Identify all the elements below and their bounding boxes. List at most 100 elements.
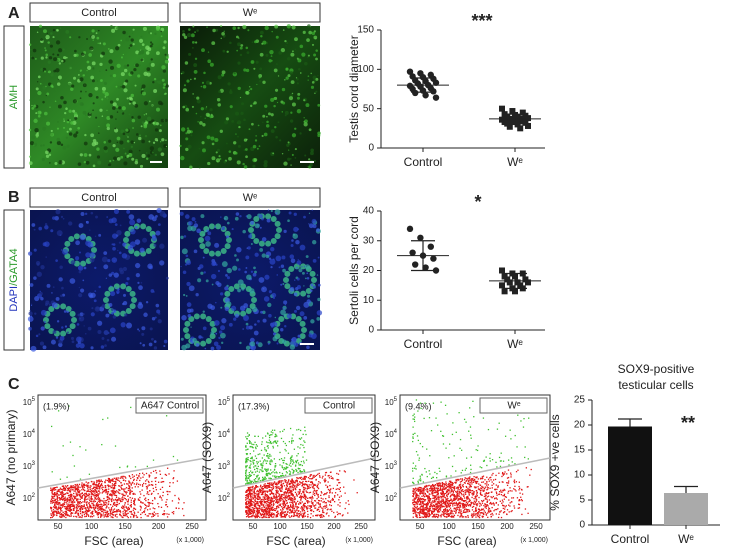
texture-dot [108,140,111,143]
flow-y-tick: 105 [23,397,36,408]
event-dot [320,517,321,518]
event-dot [295,515,296,516]
texture-dot [211,156,215,160]
event-dot [293,495,294,496]
event-dot [80,501,81,502]
texture-dot [282,283,284,285]
event-dot [94,493,95,494]
event-dot [97,502,98,503]
texture-dot [243,68,246,71]
texture-dot [151,338,154,341]
texture-dot [245,255,249,259]
event-dot [98,512,99,513]
event-dot [268,457,269,458]
event-dot [265,505,266,506]
event-dot [315,476,316,477]
event-dot [276,472,277,473]
event-dot [298,453,299,454]
event-dot [51,508,52,509]
texture-dot [33,49,37,53]
event-dot [64,488,65,489]
flow-y-tick: 102 [218,493,231,504]
texture-dot [66,145,69,148]
event-dot [328,515,329,516]
texture-dot [243,118,246,121]
event-dot [271,460,272,461]
event-dot [156,472,157,473]
event-dot [310,513,311,514]
event-dot [71,487,72,488]
texture-dot [307,24,311,28]
texture-dot [42,84,43,85]
texture-dot [96,37,99,40]
texture-dot [141,140,145,144]
event-dot [127,513,128,514]
event-dot [91,496,92,497]
texture-dot [246,91,250,95]
event-dot [132,474,133,475]
event-dot [149,490,150,491]
texture-dot [130,140,133,143]
texture-dot [280,310,286,316]
event-dot [120,478,121,479]
texture-dot [304,62,308,66]
texture-dot [44,321,46,323]
event-dot [88,496,89,497]
event-dot [328,489,329,490]
texture-dot [57,128,59,130]
event-dot [304,478,305,479]
event-dot [277,486,278,487]
event-dot [89,491,90,492]
event-dot [252,510,253,511]
texture-dot [318,284,321,287]
texture-dot [142,344,145,347]
event-dot [269,512,270,513]
event-dot [67,505,68,506]
event-dot [122,511,123,512]
event-dot [152,503,153,504]
event-dot [284,492,285,493]
event-dot [255,455,256,456]
event-dot [322,476,323,477]
event-dot [296,462,297,463]
event-dot [174,495,175,496]
event-dot [63,488,64,489]
texture-dot [73,54,76,57]
texture-dot [54,162,57,165]
texture-dot [275,221,281,227]
event-dot [297,508,298,509]
texture-dot [71,84,74,87]
event-dot [69,497,70,498]
texture-dot [259,77,261,79]
event-dot [283,512,284,513]
event-dot [291,515,292,516]
texture-dot [259,67,262,70]
event-dot [87,487,88,488]
texture-dot [220,25,222,27]
event-dot [93,500,94,501]
texture-dot [84,325,85,326]
event-dot [53,514,54,515]
event-dot [328,481,329,482]
event-dot [82,493,83,494]
texture-dot [116,98,119,101]
event-dot [254,491,255,492]
texture-dot [60,303,66,309]
event-dot [266,491,267,492]
texture-dot [220,292,223,295]
texture-dot [97,161,101,165]
event-dot [259,471,260,472]
texture-dot [44,241,50,247]
event-dot [262,462,263,463]
event-dot [292,434,293,435]
texture-dot [284,325,286,327]
texture-dot [303,316,307,320]
event-dot [269,435,270,436]
event-dot [86,501,87,502]
texture-dot [236,36,239,39]
event-dot [262,465,263,466]
flow-y-tick: 102 [23,493,36,504]
event-dot [79,490,80,491]
texture-dot [154,244,157,247]
texture-dot [90,130,93,133]
